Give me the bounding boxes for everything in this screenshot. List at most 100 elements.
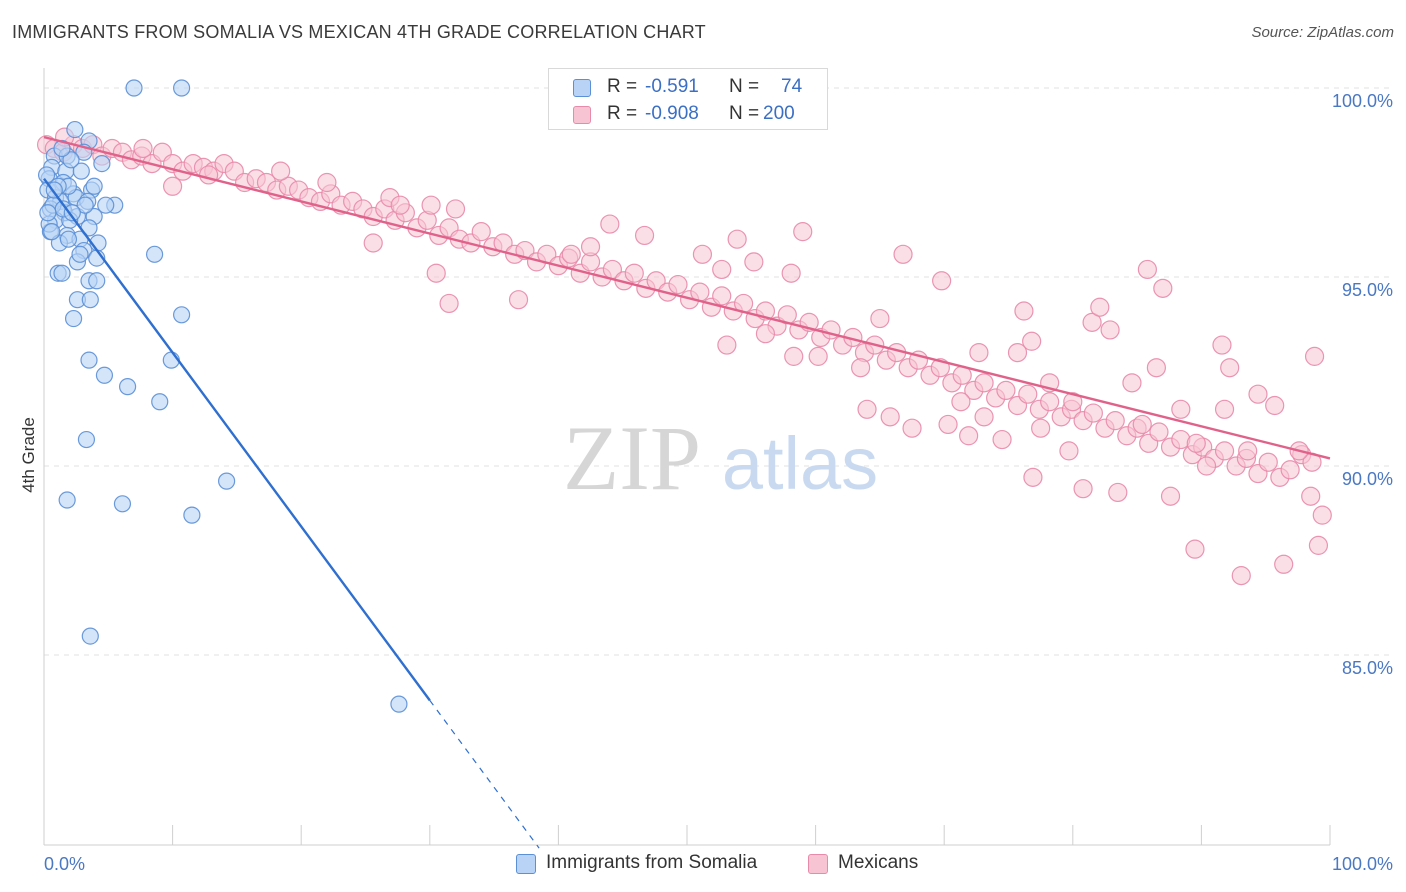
mexicans-point [902, 418, 922, 438]
mexicans-point [363, 233, 383, 253]
mexicans-point [951, 392, 971, 412]
mexicans-point [1238, 441, 1258, 461]
somalia-points [37, 79, 408, 713]
somalia-trend-line [43, 178, 431, 702]
mexicans-point [634, 225, 655, 246]
somalia-point [71, 245, 89, 263]
mexicans-point [1231, 566, 1251, 586]
legend-n-label: N = [729, 103, 760, 124]
mexicans-point [624, 263, 644, 283]
chart-title: IMMIGRANTS FROM SOMALIA VS MEXICAN 4TH G… [12, 22, 706, 42]
somalia-point [39, 204, 57, 222]
mexicans-point [1280, 460, 1300, 480]
somalia-point [95, 366, 114, 384]
mexicans-point [1149, 422, 1169, 442]
legend-row-mexicans: R = -0.908 N = 200 [549, 101, 827, 129]
mexicans-point [712, 286, 732, 306]
mexicans-point [1274, 554, 1294, 574]
mexicans-point [1023, 467, 1043, 487]
y-tick-label: 95.0% [1342, 280, 1393, 300]
mexicans-point [390, 195, 410, 215]
mexicans-point [744, 252, 764, 272]
mexicans-point [969, 343, 989, 363]
mexicans-point [317, 172, 337, 193]
mexicans-point [271, 161, 291, 181]
mexicans-point [1258, 452, 1278, 472]
legend-r-value: -0.908 [645, 103, 699, 124]
mexicans-point [717, 335, 737, 355]
bottom-legend-label: Immigrants from Somalia [546, 852, 758, 873]
somalia-point [145, 245, 164, 263]
legend-row-somalia: R = -0.591 N = 74 [549, 74, 827, 102]
mexicans-point [974, 373, 994, 393]
mexicans-point [1186, 433, 1206, 453]
mexicans-point [932, 271, 952, 291]
mexicans-point [1014, 301, 1034, 321]
mexicans-point [1018, 384, 1038, 404]
mexicans-point [692, 244, 713, 264]
somalia-point [85, 177, 103, 195]
y-axis-title: 4th Grade [19, 417, 38, 493]
mexicans-point [1132, 414, 1152, 435]
mexicans-point [1312, 505, 1332, 525]
somalia-point [81, 291, 99, 309]
source-credit: Source: ZipAtlas.com [1251, 24, 1394, 41]
mexicans-point [857, 399, 877, 419]
mexicans-point [1007, 343, 1028, 363]
mexicans-point [1304, 346, 1325, 366]
mexicans-point [1185, 539, 1205, 559]
mexicans-point [959, 426, 979, 446]
mexicans-points [36, 127, 1332, 586]
somalia-point [80, 351, 98, 369]
somalia-point [173, 79, 191, 97]
legend-r-label: R = [607, 76, 638, 97]
mexicans-point [1073, 479, 1093, 499]
mexicans-point [1022, 331, 1042, 351]
mexicans-point [1122, 373, 1142, 393]
mexicans-point [727, 229, 747, 249]
mexicans-point [893, 244, 913, 264]
legend-n-value: 200 [763, 103, 795, 124]
mexicans-point [1059, 441, 1079, 461]
somalia-point [151, 393, 169, 411]
somalia-point [62, 151, 80, 169]
mexicans-trend-line [43, 135, 1331, 460]
mexicans-point [755, 324, 776, 344]
x-tick-label: 0.0% [44, 854, 85, 874]
somalia-point [43, 223, 61, 241]
somalia-point [77, 430, 96, 449]
mexicans-point [1105, 411, 1125, 431]
somalia-point [59, 230, 78, 248]
mexicans-point [1265, 395, 1285, 416]
somalia-point [66, 120, 84, 139]
somalia-point [63, 204, 81, 222]
legend-r-label: R = [607, 103, 638, 124]
mexicans-point [1146, 358, 1166, 378]
stats-legend: R = -0.591 N = 74 R = -0.908 N = 200 [548, 68, 828, 130]
somalia-point [64, 309, 83, 328]
mexicans-point [1031, 418, 1051, 438]
somalia-point [218, 472, 236, 490]
mexicans-point [1301, 486, 1321, 506]
mexicans-point [1214, 399, 1235, 419]
mexicans-point [992, 429, 1012, 450]
mexicans-point [1308, 535, 1329, 555]
mexicans-point [163, 176, 183, 196]
somalia-point [81, 627, 99, 645]
legend-r-value: -0.591 [645, 76, 699, 97]
mexicans-point [1040, 392, 1060, 412]
x-tick-label: 100.0% [1332, 854, 1393, 874]
mexicans-point [1137, 259, 1157, 280]
mexicans-point [712, 259, 732, 280]
legend-swatch-mexicans [573, 106, 591, 124]
watermark: ZIP atlas [563, 407, 878, 509]
mexicans-point [1090, 297, 1110, 317]
y-tick-label: 90.0% [1342, 469, 1393, 489]
mexicans-point [1220, 358, 1240, 378]
somalia-point [97, 196, 115, 214]
bottom-legend-swatch-mexicans [808, 854, 828, 874]
mexicans-point [199, 165, 219, 185]
legend-n-value: 74 [781, 76, 803, 97]
mexicans-point [580, 237, 601, 257]
